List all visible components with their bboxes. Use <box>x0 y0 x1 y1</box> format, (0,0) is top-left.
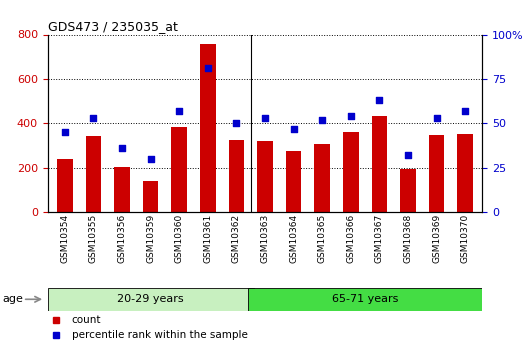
Bar <box>48 288 253 310</box>
Point <box>60 129 69 135</box>
Point <box>175 108 183 114</box>
Text: percentile rank within the sample: percentile rank within the sample <box>72 331 248 340</box>
Bar <box>314 144 330 212</box>
Text: 65-71 years: 65-71 years <box>332 294 398 304</box>
Text: 20-29 years: 20-29 years <box>117 294 184 304</box>
Bar <box>248 288 482 310</box>
Point <box>89 115 98 121</box>
Text: GDS473 / 235035_at: GDS473 / 235035_at <box>48 20 178 33</box>
Point <box>375 98 384 103</box>
Bar <box>228 140 244 212</box>
Point <box>404 152 412 158</box>
Bar <box>114 167 130 212</box>
Bar <box>286 151 302 212</box>
Point <box>146 156 155 161</box>
Point <box>204 66 212 71</box>
Point <box>318 117 326 122</box>
Bar <box>257 141 273 212</box>
Text: count: count <box>72 315 101 325</box>
Point <box>347 114 355 119</box>
Bar <box>171 127 187 212</box>
Text: age: age <box>3 294 23 304</box>
Bar <box>85 136 101 212</box>
Point <box>289 126 298 131</box>
Bar <box>372 116 387 212</box>
Bar <box>57 159 73 212</box>
Bar <box>457 135 473 212</box>
Point <box>232 121 241 126</box>
Point <box>261 115 269 121</box>
Bar <box>400 169 416 212</box>
Point <box>432 115 441 121</box>
Bar <box>429 135 445 212</box>
Bar <box>343 132 359 212</box>
Point <box>118 146 126 151</box>
Point <box>461 108 470 114</box>
Bar <box>143 181 158 212</box>
Bar <box>200 45 216 212</box>
